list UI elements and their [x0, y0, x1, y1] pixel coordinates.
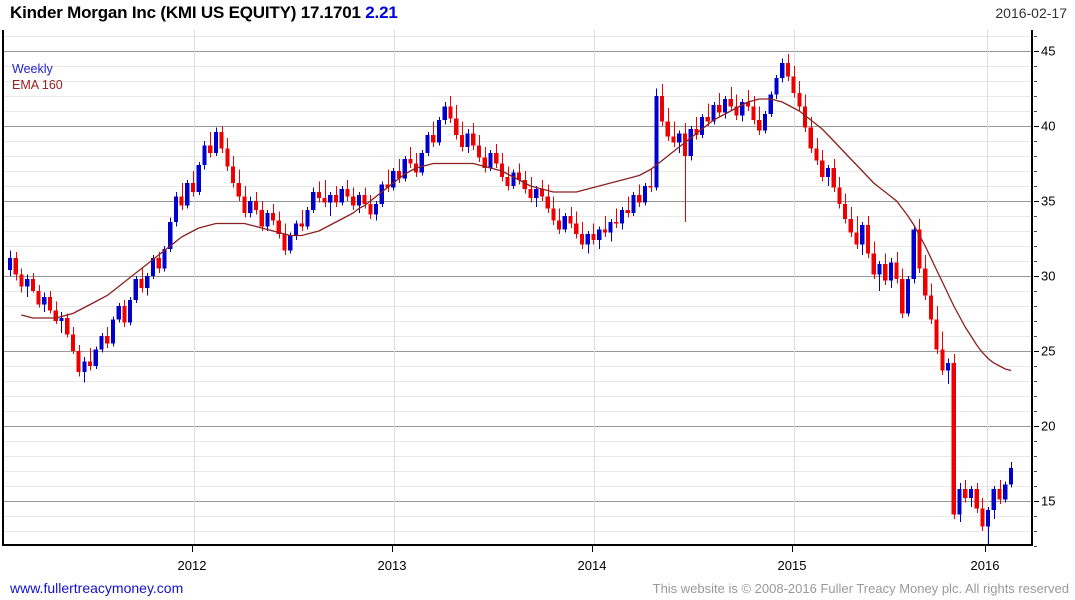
y-axis-tickmark [1034, 471, 1037, 472]
y-axis-label: 15 [1041, 493, 1056, 509]
y-axis-tickmark [1034, 516, 1037, 517]
y-axis-tickmark [1034, 66, 1037, 67]
y-axis-tickmark [1034, 291, 1037, 292]
y-axis-tickmark [1034, 276, 1039, 277]
y-axis-tickmark [1034, 351, 1039, 352]
x-axis-tickmark [392, 546, 393, 552]
chart-plot-area[interactable] [4, 30, 1031, 544]
x-axis-tickmark [192, 546, 193, 552]
x-axis-label: 2015 [777, 558, 807, 573]
chart-header: Kinder Morgan Inc (KMI US EQUITY) 17.170… [0, 0, 1075, 28]
y-axis-tickmark [1034, 81, 1037, 82]
y-axis-tickmark [1034, 231, 1037, 232]
chart-legend: Weekly EMA 160 [12, 62, 63, 93]
y-axis-label: 45 [1041, 43, 1056, 59]
x-axis: 2012 2013 2014 2015 2016 [2, 546, 1033, 574]
y-axis-tickmark [1034, 531, 1037, 532]
y-axis-tickmark [1034, 411, 1037, 412]
y-axis-tickmark [1034, 396, 1037, 397]
page-title: Kinder Morgan Inc (KMI US EQUITY) 17.170… [10, 3, 398, 23]
y-axis-tickmark [1034, 336, 1037, 337]
chart-frame[interactable]: Weekly EMA 160 [2, 30, 1033, 546]
x-axis-label: 2014 [577, 558, 607, 573]
price-change: 2.21 [365, 3, 398, 22]
y-axis-tickmark [1034, 156, 1037, 157]
y-axis: 45 40 35 30 25 20 15 [1034, 30, 1075, 547]
header-date: 2016-02-17 [995, 5, 1067, 21]
y-axis-tickmark [1034, 321, 1037, 322]
y-axis-tickmark [1034, 501, 1039, 502]
y-axis-tickmark [1034, 246, 1037, 247]
y-axis-tickmark [1034, 261, 1037, 262]
y-axis-tickmark [1034, 96, 1037, 97]
y-axis-tickmark [1034, 546, 1037, 547]
y-axis-tickmark [1034, 36, 1037, 37]
x-axis-tickmark [985, 546, 986, 552]
y-axis-label: 20 [1041, 418, 1056, 434]
y-axis-tickmark [1034, 111, 1037, 112]
legend-interval: Weekly [12, 62, 53, 76]
y-axis-label: 35 [1041, 193, 1056, 209]
y-axis-label: 25 [1041, 343, 1056, 359]
y-axis-tickmark [1034, 186, 1037, 187]
x-axis-label: 2012 [177, 558, 207, 573]
copyright-notice: This website is © 2008-2016 Fuller Treac… [652, 581, 1069, 596]
y-axis-tickmark [1034, 381, 1037, 382]
x-axis-label: 2016 [970, 558, 1000, 573]
x-axis-tickmark [792, 546, 793, 552]
legend-ema: EMA 160 [12, 77, 63, 92]
y-axis-tickmark [1034, 141, 1037, 142]
y-axis-tickmark [1034, 201, 1039, 202]
y-axis-tickmark [1034, 441, 1037, 442]
y-axis-label: 30 [1041, 268, 1056, 284]
y-axis-tickmark [1034, 306, 1037, 307]
y-axis-label: 40 [1041, 118, 1056, 134]
y-axis-tickmark [1034, 426, 1039, 427]
instrument-title: Kinder Morgan Inc (KMI US EQUITY) 17.170… [10, 3, 361, 22]
y-axis-tickmark [1034, 51, 1039, 52]
site-url[interactable]: www.fullertreacymoney.com [10, 580, 184, 596]
x-axis-tickmark [592, 546, 593, 552]
y-axis-tickmark [1034, 486, 1037, 487]
y-axis-tickmark [1034, 171, 1037, 172]
y-axis-tickmark [1034, 366, 1037, 367]
y-axis-tickmark [1034, 126, 1039, 127]
x-axis-label: 2013 [377, 558, 407, 573]
y-axis-tickmark [1034, 456, 1037, 457]
y-axis-tickmark [1034, 216, 1037, 217]
